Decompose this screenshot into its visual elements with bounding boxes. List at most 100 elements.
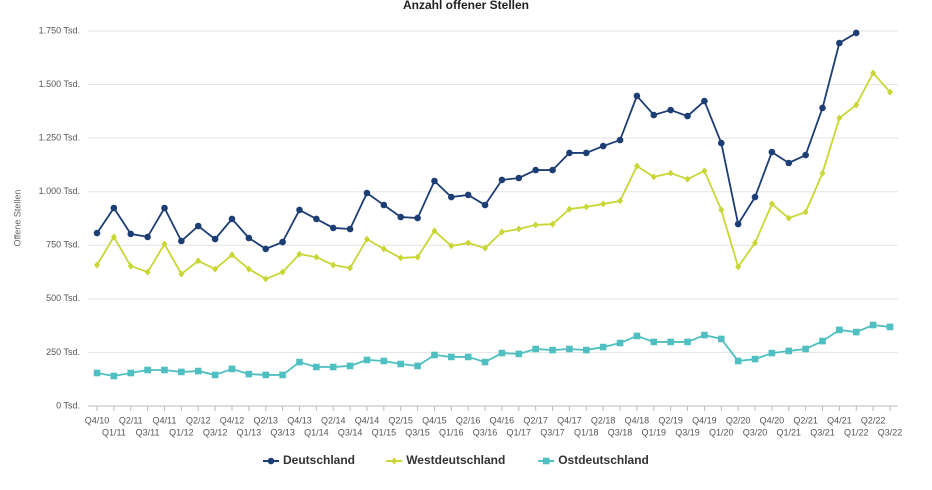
point [735,263,742,271]
point [313,215,320,223]
point [616,339,624,347]
point [515,350,523,358]
point [667,338,674,346]
legend-marker [267,457,275,465]
x-tick-label: Q1/11 [102,427,126,437]
point [701,331,708,339]
x-tick-label: Q4/10 [85,415,110,425]
x-tick-label: Q4/14 [355,415,380,425]
point [93,369,101,377]
point [397,213,405,221]
point [886,323,894,331]
point [515,225,522,233]
point [194,222,202,230]
point [717,139,725,147]
legend-label: Ostdeutschland [558,453,649,467]
x-tick-label: Q1/16 [439,427,464,437]
point [110,372,118,380]
point [211,235,219,243]
point [701,167,708,175]
point [852,29,860,37]
point [785,347,793,355]
x-tick-label: Q2/22 [861,415,886,425]
point [464,353,472,361]
y-tick-label: 750 Tsd. [46,240,80,250]
point [346,362,354,370]
x-tick-label: Q2/12 [186,415,211,425]
point [887,88,893,96]
point [819,169,826,177]
point [684,338,691,346]
y-tick-label: 1.750 Tsd. [39,25,80,35]
point [498,176,506,184]
point [785,159,793,167]
point [734,220,742,228]
y-tick-label: 1.000 Tsd. [39,186,80,196]
x-tick-label: Q2/17 [523,415,548,425]
x-tick-label: Q3/18 [608,427,633,437]
point [481,201,489,209]
x-tick-label: Q4/19 [692,415,717,425]
point [650,111,658,119]
point [94,261,100,269]
point [482,244,489,252]
point [194,367,202,375]
point [178,270,185,278]
y-tick-label: 1.250 Tsd. [39,133,80,143]
x-tick-label: Q2/14 [321,415,346,425]
x-tick-label: Q2/19 [658,415,683,425]
point [752,239,759,247]
point [599,142,607,150]
point [836,326,843,334]
point [262,245,270,253]
point [852,328,860,336]
point [566,149,573,157]
point [549,220,556,228]
x-tick-label: Q3/19 [675,427,700,437]
x-tick-label: Q3/14 [338,427,363,437]
point [515,174,523,182]
point [414,362,421,370]
point [329,224,337,232]
x-tick-label: Q4/17 [557,415,582,425]
point [245,234,253,242]
point [144,268,151,276]
point [279,268,286,276]
point [212,265,219,273]
point [161,204,168,212]
point [380,245,387,253]
y-tick-label: 500 Tsd. [46,293,80,303]
x-tick-label: Q3/22 [878,427,903,437]
point [819,104,826,112]
x-tick-label: Q2/16 [456,415,481,425]
point [566,205,573,213]
point [346,225,354,233]
point [178,368,185,376]
x-tick-label: Q1/12 [169,427,194,437]
point [701,97,708,105]
point [751,193,759,201]
point [228,215,236,223]
point [633,332,641,340]
x-tick-label: Q3/17 [540,427,565,437]
legend-label: Deutschland [283,453,355,467]
legend-item: Westdeutschland [386,453,505,467]
point [262,275,269,283]
x-tick-label: Q4/11 [153,415,177,425]
chart-title: Anzahl offener Stellen [403,0,529,12]
x-tick-label: Q4/16 [490,415,515,425]
x-tick-label: Q2/18 [591,415,616,425]
point [279,371,286,379]
x-tick-label: Q2/15 [388,415,413,425]
point [363,189,371,197]
point [93,229,101,237]
point [650,173,657,181]
point [195,257,202,265]
legend-marker [391,457,398,465]
x-tick-label: Q2/20 [726,415,751,425]
series-line [96,32,857,250]
point [313,253,320,261]
point [718,206,725,214]
point [869,321,877,329]
